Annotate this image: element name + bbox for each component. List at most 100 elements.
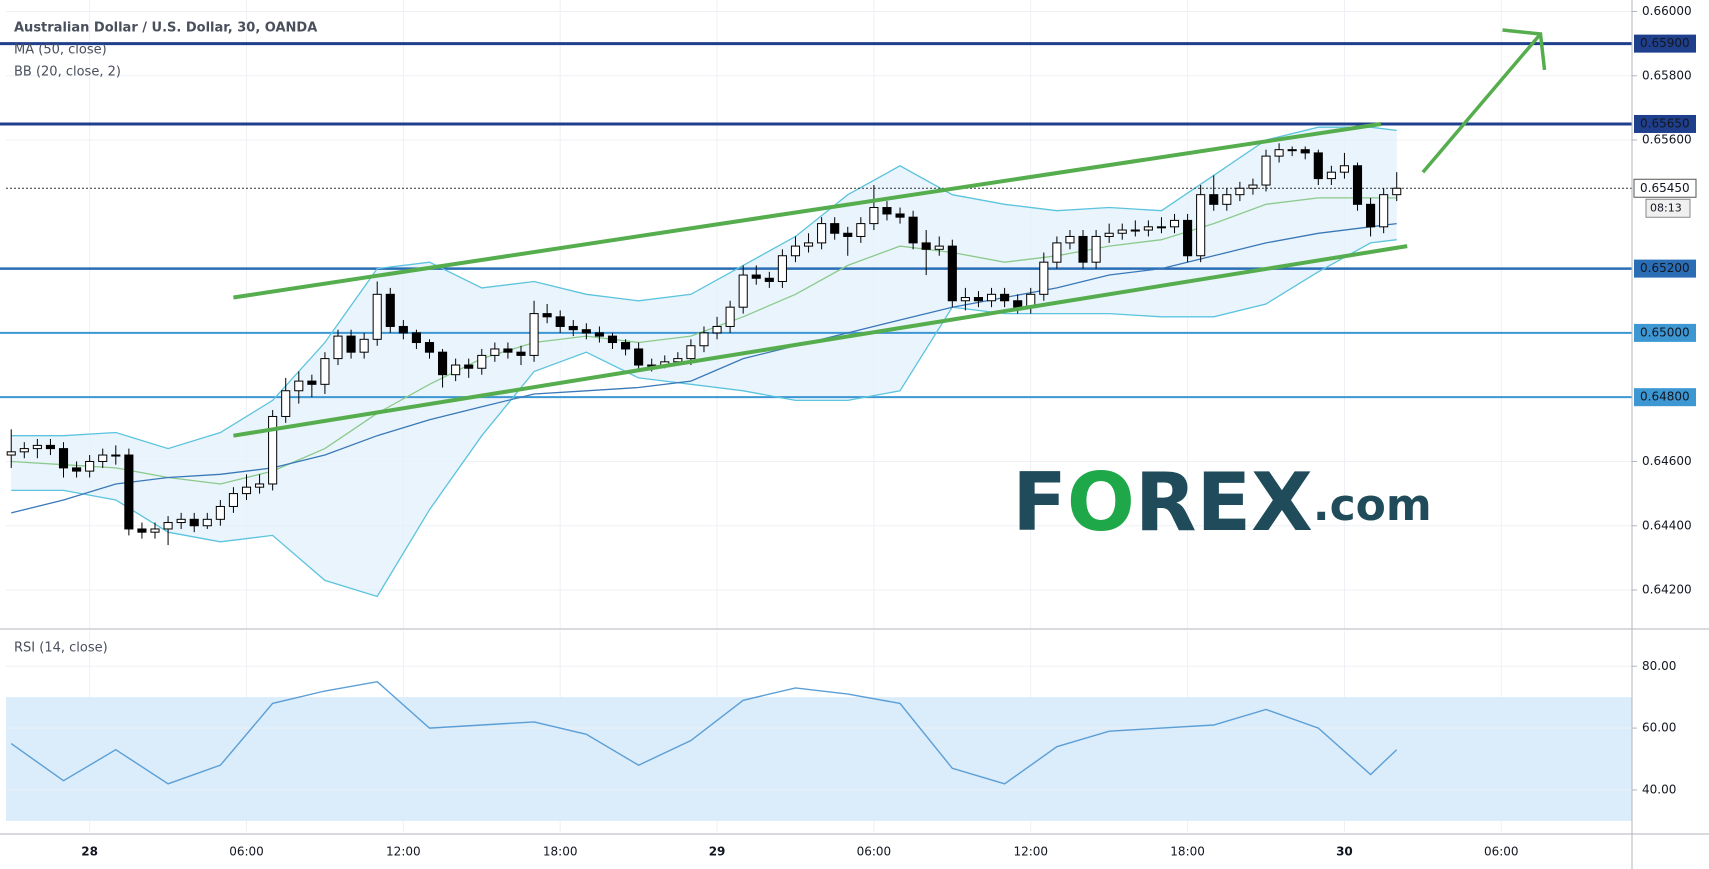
x-tick-label: 18:00	[543, 845, 578, 859]
candle-body	[673, 358, 683, 363]
candle-body	[856, 223, 866, 237]
candle-body	[712, 325, 722, 334]
candle-body	[58, 448, 69, 469]
y-tick-label: 80.00	[1642, 659, 1676, 673]
candle-body	[1130, 229, 1140, 232]
candle-body	[477, 354, 487, 369]
bb-upper	[11, 126, 1397, 450]
candle-body	[621, 342, 631, 350]
y-tick-label: 0.64400	[1642, 518, 1692, 532]
candle-body	[85, 460, 95, 472]
x-tick-label: 06:00	[1484, 845, 1519, 859]
candle-body	[438, 351, 448, 376]
candle-body	[111, 454, 121, 457]
x-tick-label: 12:00	[386, 845, 421, 859]
candle-body	[516, 351, 526, 356]
level-label: 0.65000	[1640, 325, 1690, 339]
candle-body	[634, 348, 644, 366]
candle-body	[777, 255, 787, 282]
rsi-legend: RSI (14, close)	[14, 641, 108, 656]
level-label-bg	[1634, 259, 1696, 278]
candle-body	[1183, 219, 1193, 257]
rsi-line	[10, 680, 1398, 785]
level-label-bg	[1634, 388, 1696, 407]
candle-body	[1169, 219, 1180, 228]
candle-body	[1091, 235, 1101, 263]
level-label: 0.65900	[1640, 36, 1690, 50]
candle-body	[1235, 187, 1245, 196]
candle-body	[895, 213, 905, 218]
candle-body	[1039, 261, 1049, 295]
candle-body	[882, 207, 892, 215]
candle-body	[986, 293, 997, 302]
level-label: 0.65200	[1640, 261, 1690, 275]
candle-body	[542, 313, 552, 318]
candle-body	[607, 335, 618, 344]
candle-body	[973, 297, 984, 302]
last-price-bg	[1633, 178, 1697, 198]
candle-body	[686, 345, 696, 360]
watermark-part: O	[1067, 456, 1135, 549]
plot	[0, 28, 1632, 785]
candle-body	[699, 332, 709, 347]
arrow	[1421, 32, 1542, 174]
candle-body	[1052, 242, 1062, 263]
candle-body	[830, 223, 840, 234]
candle-body	[1392, 187, 1402, 196]
candle-body	[1261, 155, 1271, 186]
candle-body	[215, 505, 225, 520]
bb-lower	[11, 239, 1397, 598]
level-label-bg	[1634, 323, 1696, 342]
trendline	[233, 244, 1408, 438]
candle-body	[19, 448, 29, 453]
candle-body	[464, 364, 474, 369]
candle-body	[790, 245, 801, 257]
y-tick-label: 60.00	[1642, 721, 1676, 735]
candle-body	[869, 207, 879, 225]
candle-body	[1326, 171, 1336, 180]
candle-body	[1013, 300, 1023, 308]
candle-body	[1339, 165, 1349, 173]
candle-body	[1248, 184, 1258, 189]
candle-body	[490, 348, 500, 356]
candle-body	[1143, 226, 1153, 231]
candle-body	[1222, 194, 1232, 205]
candle-body	[921, 242, 931, 250]
bb-fill	[11, 127, 1397, 597]
x-tick-label: 29	[709, 845, 726, 859]
candle-body	[372, 293, 382, 340]
countdown-bg	[1645, 198, 1691, 218]
bb-legend: BB (20, close, 2)	[14, 65, 121, 80]
x-tick-label: 30	[1336, 845, 1353, 859]
y-tick-label: 0.66000	[1642, 4, 1692, 18]
watermark-part: REX	[1135, 456, 1313, 549]
candle-body	[346, 335, 356, 353]
candle-body	[424, 342, 435, 353]
watermark-part: .com	[1313, 480, 1432, 531]
level-label: 0.65650	[1640, 116, 1690, 130]
candle-body	[268, 415, 278, 485]
candle-body	[98, 454, 108, 462]
candle-body	[202, 518, 212, 527]
candle-body	[398, 325, 408, 334]
level-label-bg	[1634, 114, 1696, 133]
x-tick-label: 12:00	[1013, 845, 1048, 859]
candle-body	[1209, 194, 1219, 205]
candle-body	[294, 380, 304, 392]
watermark-part: F	[1012, 456, 1067, 549]
candle-body	[529, 313, 539, 356]
candle-body	[568, 325, 578, 331]
level-label: 0.64800	[1640, 390, 1690, 404]
candle-body	[137, 528, 147, 533]
candle-body	[594, 332, 604, 337]
candle-body	[1156, 226, 1167, 229]
candle-body	[255, 483, 265, 488]
level-label-bg	[1634, 34, 1696, 53]
rsi-band	[6, 697, 1632, 821]
x-tick-label: 06:00	[229, 845, 264, 859]
candle-body	[150, 528, 160, 533]
candle-body	[581, 329, 591, 334]
candle-body	[1065, 235, 1075, 244]
candle-body	[6, 451, 16, 456]
